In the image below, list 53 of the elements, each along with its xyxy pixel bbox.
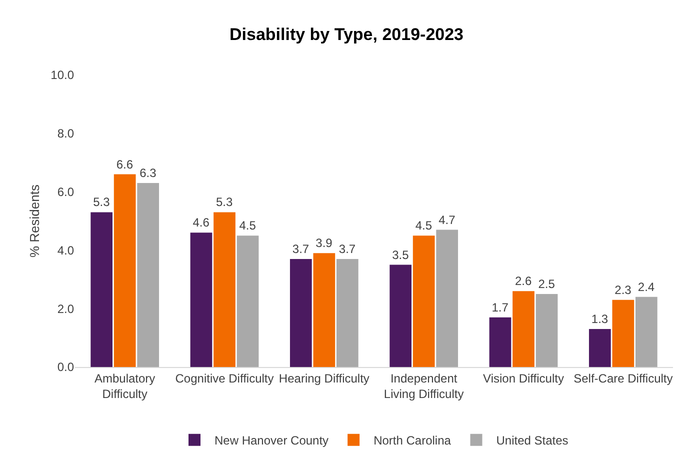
bar xyxy=(412,236,435,367)
data-label: 4.5 xyxy=(239,218,256,233)
data-label: 4.7 xyxy=(438,212,456,227)
data-label: 2.5 xyxy=(538,277,556,291)
x-tick-label: Self-Care Difficulty xyxy=(574,371,673,386)
y-tick-label: 2.0 xyxy=(57,302,74,316)
bar xyxy=(236,236,259,367)
bar xyxy=(190,232,212,367)
x-tick-label: Independent Living Difficulty xyxy=(384,371,464,401)
y-tick-label: 4.0 xyxy=(57,243,74,258)
bar xyxy=(489,317,512,367)
data-label: 5.3 xyxy=(216,195,234,210)
bar xyxy=(114,174,136,367)
data-label: 3.7 xyxy=(292,242,310,256)
bar xyxy=(635,296,658,367)
y-axis-title: % Residents xyxy=(27,184,42,258)
bar xyxy=(588,329,611,367)
y-tick-label: 0.0 xyxy=(57,360,74,374)
y-tick-label: 6.0 xyxy=(57,185,74,199)
x-tick-label: Vision Difficulty xyxy=(483,371,564,386)
data-label: 4.5 xyxy=(415,218,432,233)
data-label: 3.9 xyxy=(316,236,333,250)
data-label: 6.6 xyxy=(116,157,134,172)
data-label: 2.6 xyxy=(514,274,532,288)
data-label: 4.6 xyxy=(192,216,210,230)
bar xyxy=(90,212,113,367)
data-label: 2.4 xyxy=(638,280,655,294)
legend-label: United States xyxy=(496,434,568,448)
data-label: 2.3 xyxy=(614,282,632,297)
bar xyxy=(290,258,312,367)
x-tick-label: Hearing Difficulty xyxy=(278,371,370,386)
legend-label: New Hanover County xyxy=(214,434,329,448)
data-label: 1.3 xyxy=(591,312,608,326)
data-label: 3.5 xyxy=(392,248,410,262)
x-tick-label: Ambulatory Difficulty xyxy=(94,371,156,401)
bar xyxy=(436,230,458,367)
bar xyxy=(512,291,534,367)
x-tick-label: Cognitive Difficulty xyxy=(175,371,274,386)
bar xyxy=(313,253,336,367)
bar xyxy=(137,183,160,367)
data-label: 5.3 xyxy=(93,195,110,210)
data-label: 1.7 xyxy=(492,300,509,314)
bar xyxy=(612,300,634,367)
data-label: 6.3 xyxy=(140,166,157,180)
bar xyxy=(214,212,236,367)
bar xyxy=(336,258,358,367)
legend-label: North Carolina xyxy=(374,434,452,448)
bar xyxy=(390,264,412,367)
chart-title: Disability by Type, 2019-2023 xyxy=(229,24,464,44)
data-label: 3.7 xyxy=(338,242,356,256)
y-tick-label: 8.0 xyxy=(57,126,74,141)
y-tick-label: 10.0 xyxy=(50,68,74,82)
bar xyxy=(536,294,558,367)
